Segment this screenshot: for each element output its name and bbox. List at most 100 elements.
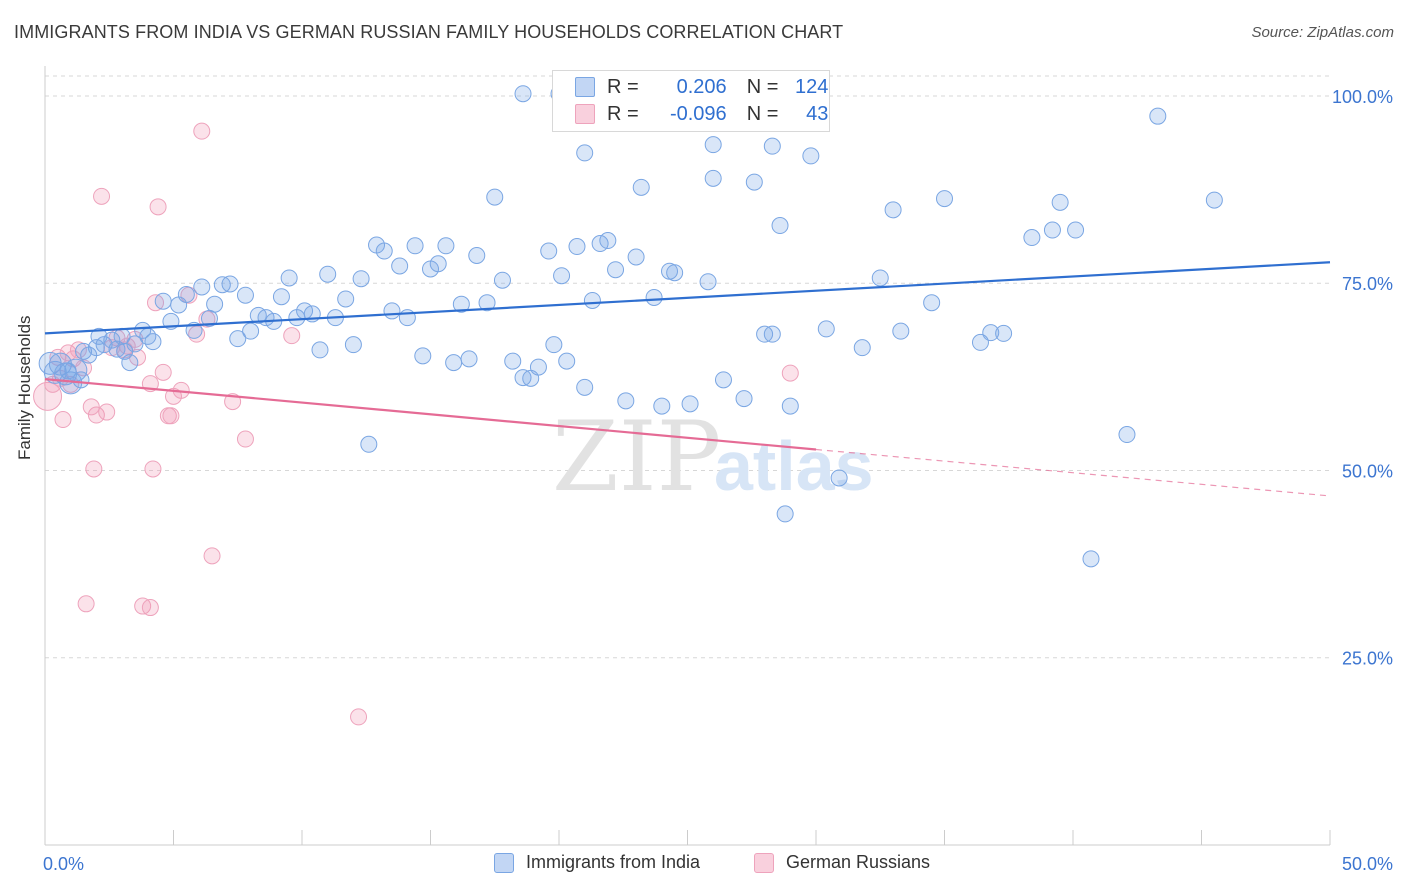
legend-swatch-india bbox=[494, 852, 514, 873]
india-point bbox=[763, 325, 781, 343]
india-point bbox=[103, 331, 121, 349]
india-point bbox=[445, 354, 463, 372]
legend-r-label: R = bbox=[607, 75, 639, 98]
x-tick-label: 0.0% bbox=[43, 854, 84, 874]
india-point bbox=[344, 336, 362, 354]
india-point bbox=[1118, 426, 1136, 444]
india-point bbox=[493, 271, 511, 289]
india-point bbox=[1023, 229, 1041, 247]
chart-title: IMMIGRANTS FROM INDIA VS GERMAN RUSSIAN … bbox=[14, 22, 844, 42]
german-russians-point bbox=[149, 198, 167, 216]
india-point bbox=[437, 237, 455, 255]
india-point bbox=[452, 295, 470, 313]
india-point bbox=[781, 397, 799, 415]
german-russians-point bbox=[203, 547, 221, 565]
india-point bbox=[460, 350, 478, 368]
legend-r-value: -0.096 bbox=[669, 102, 727, 125]
india-point bbox=[352, 270, 370, 288]
watermark-atlas: atlas bbox=[714, 427, 874, 505]
german-russians-point bbox=[93, 187, 111, 205]
legend-item-german: German Russians bbox=[754, 852, 930, 873]
german-trend-extension bbox=[815, 448, 1331, 497]
india-point bbox=[360, 435, 378, 453]
correlation-legend: R = 0.206 N = 124 R = -0.096 N = 43 bbox=[552, 70, 830, 132]
y-tick-label: 75.0% bbox=[1342, 274, 1393, 294]
legend-r-label: R = bbox=[607, 102, 639, 125]
india-point bbox=[714, 371, 732, 389]
india-point bbox=[1051, 193, 1069, 211]
india-point bbox=[853, 339, 871, 357]
india-point bbox=[645, 288, 663, 306]
india-point bbox=[272, 288, 290, 306]
india-point bbox=[514, 85, 532, 103]
watermark-zip: ZIP bbox=[552, 401, 721, 513]
india-point bbox=[116, 342, 134, 360]
india-point bbox=[745, 173, 763, 191]
india-point bbox=[90, 327, 108, 345]
india-point bbox=[468, 247, 486, 265]
german-russians-point bbox=[781, 364, 799, 382]
india-point bbox=[154, 292, 172, 310]
india-point bbox=[540, 242, 558, 260]
y-tick-label: 50.0% bbox=[1342, 461, 1393, 481]
tick-labels: 25.0% 50.0% 75.0% 100.0% 0.0% 50.0% bbox=[43, 87, 1393, 874]
india-point bbox=[242, 322, 260, 340]
chart-source: Source: ZipAtlas.com bbox=[1251, 24, 1394, 41]
india-point bbox=[406, 237, 424, 255]
india-point bbox=[280, 269, 298, 287]
india-point bbox=[59, 362, 77, 380]
india-point bbox=[936, 190, 953, 208]
german-russians-point bbox=[87, 406, 105, 424]
india-point bbox=[486, 188, 504, 206]
india-point bbox=[995, 324, 1013, 342]
legend-swatch-india bbox=[575, 77, 595, 97]
india-point bbox=[568, 238, 586, 256]
india-point bbox=[72, 371, 90, 389]
axis-layer bbox=[44, 66, 1331, 846]
german-russians-point bbox=[141, 599, 159, 617]
india-point bbox=[607, 261, 625, 279]
india-point bbox=[699, 273, 717, 291]
india-point bbox=[583, 291, 601, 309]
india-point bbox=[504, 352, 522, 370]
german-russians-point bbox=[85, 460, 103, 478]
india-point bbox=[632, 178, 650, 196]
german-trend-line bbox=[44, 378, 817, 451]
india-point bbox=[545, 336, 563, 354]
india-point bbox=[923, 294, 941, 312]
india-point bbox=[193, 278, 211, 296]
india-point bbox=[576, 144, 594, 162]
india-point bbox=[892, 322, 910, 340]
india-point bbox=[206, 295, 224, 313]
german-russians-point bbox=[77, 595, 95, 613]
india-point bbox=[391, 257, 409, 275]
series-legend: Immigrants from India German Russians bbox=[0, 852, 1406, 878]
german-russians-point bbox=[154, 363, 172, 381]
india-point bbox=[817, 320, 835, 338]
y-axis-label: Family Households bbox=[15, 315, 34, 460]
german-russians-point bbox=[162, 407, 180, 425]
india-point bbox=[735, 390, 753, 408]
x-tick-label: 50.0% bbox=[1342, 854, 1393, 874]
german-russians-point bbox=[33, 381, 63, 411]
india-point bbox=[653, 397, 671, 415]
german-russians-point bbox=[144, 460, 162, 478]
legend-n-value: 124 bbox=[795, 75, 829, 98]
india-points bbox=[38, 85, 1223, 568]
india-point bbox=[704, 136, 722, 154]
german-russians-point bbox=[193, 122, 211, 140]
india-point bbox=[763, 137, 781, 155]
legend-label-india: Immigrants from India bbox=[526, 852, 701, 872]
legend-item-india: Immigrants from India bbox=[494, 852, 700, 873]
india-point bbox=[666, 264, 684, 282]
india-point bbox=[221, 275, 239, 293]
india-point bbox=[802, 147, 820, 165]
legend-label-german: German Russians bbox=[786, 852, 931, 872]
india-point bbox=[375, 242, 393, 260]
german-russians-point bbox=[82, 398, 100, 416]
india-point bbox=[681, 395, 699, 413]
india-point bbox=[776, 505, 794, 523]
india-point bbox=[871, 269, 889, 287]
india-point bbox=[229, 330, 247, 348]
india-point bbox=[884, 201, 902, 219]
